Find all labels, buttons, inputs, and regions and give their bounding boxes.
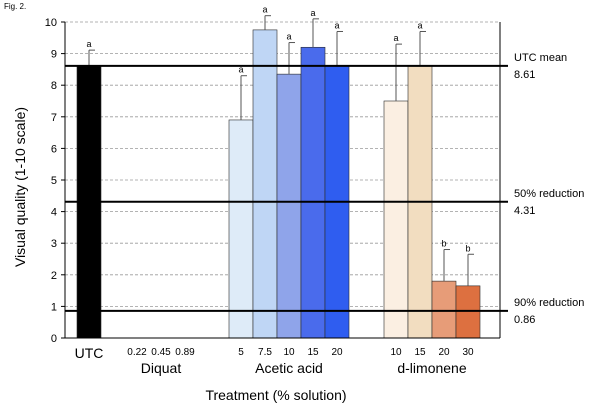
y-tick-label: 2: [51, 270, 57, 282]
y-tick-label: 1: [51, 301, 57, 313]
figure-label: Fig. 2.: [4, 2, 27, 11]
group-label: Acetic acid: [255, 360, 323, 376]
reference-line-value: 8.61: [514, 69, 535, 81]
category-label: 15: [414, 347, 426, 358]
x-axis-title: Treatment (% solution): [205, 387, 346, 403]
reference-line-label: 90% reduction: [514, 297, 584, 309]
group-label: Diquat: [141, 360, 182, 376]
reference-line-value: 4.31: [514, 205, 535, 217]
reference-lines-layer: UTC mean 8.61 50% reduction 4.31 90% reducti…: [65, 52, 584, 326]
reference-line-label: 50% reduction: [514, 188, 584, 200]
bar: [228, 119, 254, 339]
y-tick-label: 5: [51, 175, 57, 187]
error-bars-layer: [88, 15, 474, 286]
significance-letter: a: [393, 33, 398, 43]
significance-letter: a: [334, 20, 339, 30]
y-tick-label: 7: [51, 112, 57, 124]
significance-letter: a: [286, 32, 291, 42]
category-label: 10: [390, 347, 402, 358]
category-label: 5: [238, 347, 244, 358]
bars-layer: [76, 29, 481, 339]
labels-layer: a 0.22 0.45 0.89 a 5 a 7.5 a 10 a 15 a 20 a 10 a 15 b 20 b 30…: [75, 5, 474, 376]
significance-letter: b: [441, 239, 446, 249]
bar: [455, 285, 481, 339]
bar: [431, 280, 457, 339]
group-label: UTC: [75, 345, 104, 361]
significance-letter: a: [417, 20, 422, 30]
group-label: d-limonene: [397, 360, 466, 376]
significance-letter: a: [262, 5, 267, 15]
y-tick-label: 9: [51, 49, 57, 61]
y-tick-label: 8: [51, 80, 57, 92]
y-tick-label: 10: [45, 17, 57, 29]
significance-letter: b: [465, 243, 470, 253]
reference-line-label: UTC mean: [514, 52, 567, 64]
category-label: 0.45: [151, 347, 171, 358]
category-label: 20: [331, 347, 343, 358]
category-label: 7.5: [258, 347, 272, 358]
category-label: 0.89: [175, 347, 195, 358]
y-tick-label: 4: [51, 207, 57, 219]
category-label: 0.22: [127, 347, 147, 358]
bar: [300, 46, 326, 339]
y-tick-label: 6: [51, 143, 57, 155]
reference-line-value: 0.86: [514, 314, 535, 326]
category-label: 20: [438, 347, 450, 358]
category-label: 15: [307, 347, 319, 358]
bar: [252, 29, 278, 339]
category-label: 30: [462, 347, 474, 358]
bar: [383, 100, 409, 339]
y-axis-title: Visual quality (1-10 scale): [12, 107, 28, 267]
significance-letter: a: [310, 8, 315, 18]
significance-letter: a: [86, 39, 91, 49]
axes-layer: 0 1 2 3 4 5 6 7 8 9 10: [45, 17, 501, 345]
bar: [276, 73, 302, 339]
y-tick-label: 0: [51, 333, 57, 345]
significance-letter: a: [238, 65, 243, 75]
category-label: 10: [283, 347, 295, 358]
y-tick-label: 3: [51, 238, 57, 250]
